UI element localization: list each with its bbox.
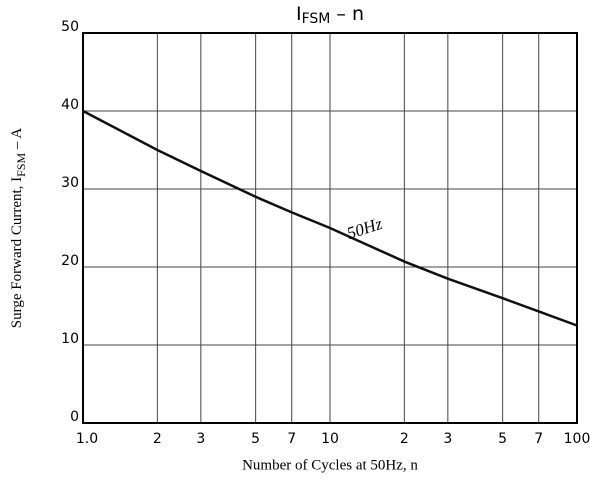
x-tick-label: 7 [534,431,543,447]
y-axis-label: Surge Forward Current, IFSM – A [9,128,27,329]
y-tick-label: 0 [70,409,79,425]
series-label: 50Hz [344,214,384,243]
y-tick-label: 30 [61,175,79,191]
chart-title: IFSM – n [296,3,364,28]
y-tick-label: 10 [61,331,79,347]
x-tick-label: 100 [564,431,590,447]
x-tick-label: 5 [498,431,507,447]
x-axis-label: Number of Cycles at 50Hz, n [242,457,418,473]
y-tick-label: 40 [61,97,79,113]
y-tick-label: 50 [61,19,79,35]
x-tick-label: 7 [287,431,296,447]
x-tick-label: 2 [400,431,409,447]
x-tick-label: 10 [321,431,339,447]
y-tick-label: 20 [61,253,79,269]
x-tick-label: 2 [153,431,162,447]
plot-frame [82,32,578,424]
x-tick-label: 3 [196,431,205,447]
x-tick-label: 5 [251,431,260,447]
x-tick-label: 1.0 [76,431,98,447]
data-line [82,109,578,327]
x-tick-label: 3 [443,431,452,447]
